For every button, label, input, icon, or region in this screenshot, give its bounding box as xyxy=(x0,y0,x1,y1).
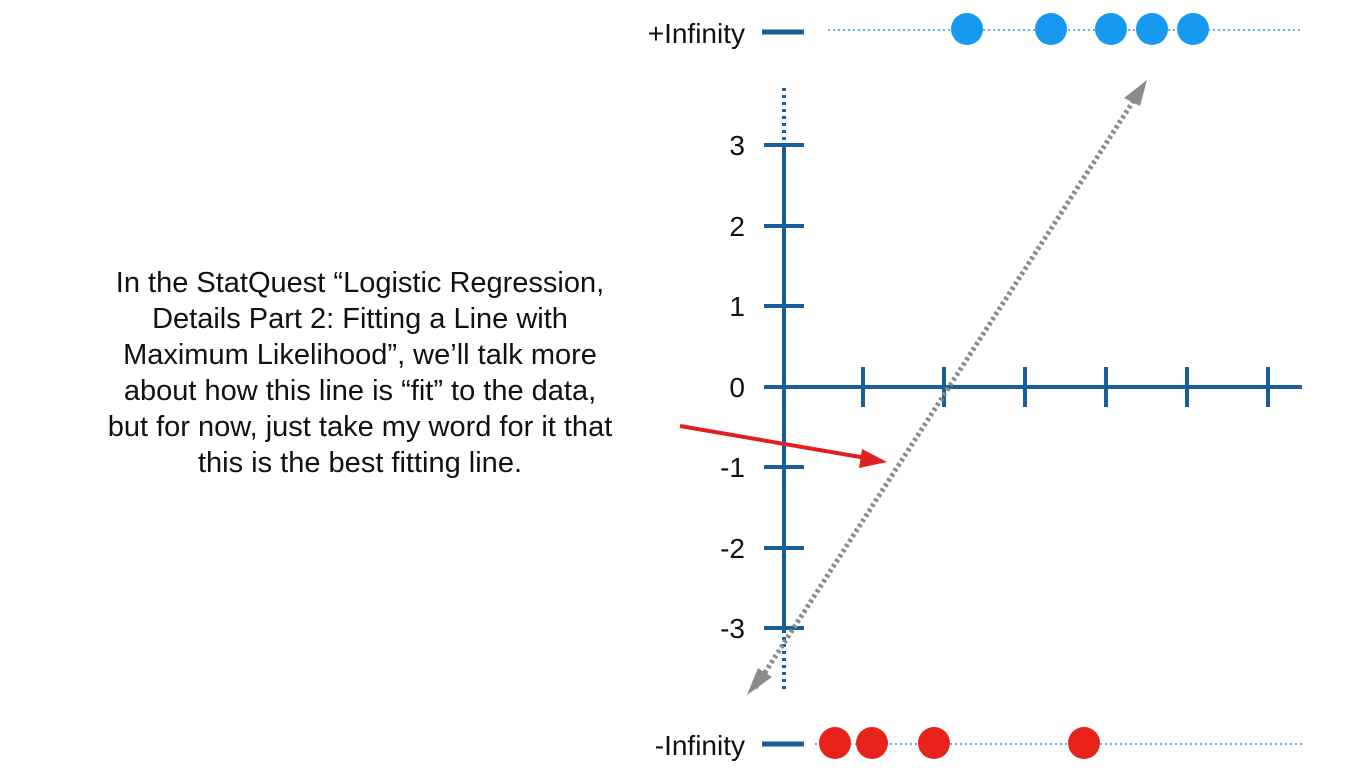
y-tick-label: 3 xyxy=(729,130,745,161)
y-tick-label: -3 xyxy=(720,613,745,644)
best-fit-arrowhead-bottom xyxy=(747,668,772,695)
pointer-arrow-shaft xyxy=(679,424,867,460)
y-ticks xyxy=(764,143,804,630)
y-tick-labels: 3 2 1 0 -1 -2 -3 xyxy=(720,130,745,644)
explanation-text: In the StatQuest “Logistic Regression, D… xyxy=(107,267,613,479)
y-tick-label: 0 xyxy=(729,372,745,403)
top-points-group xyxy=(951,13,1209,45)
data-point-neg xyxy=(819,727,851,759)
data-point-pos xyxy=(1177,13,1209,45)
data-point-neg xyxy=(856,727,888,759)
x-ticks xyxy=(861,367,1270,407)
y-tick-label: 2 xyxy=(729,211,745,242)
y-tick-label: -1 xyxy=(720,452,745,483)
pointer-arrow-head xyxy=(859,449,887,468)
bottom-points-group xyxy=(819,727,1100,759)
data-point-neg xyxy=(918,727,950,759)
neg-infinity-label: -Infinity xyxy=(655,730,745,761)
data-point-neg xyxy=(1068,727,1100,759)
y-tick-label: -2 xyxy=(720,533,745,564)
best-fit-arrowhead-top xyxy=(1124,80,1147,106)
y-tick-label: 1 xyxy=(729,291,745,322)
pos-infinity-label: +Infinity xyxy=(648,18,745,49)
data-point-pos xyxy=(1136,13,1168,45)
best-fit-line xyxy=(752,84,1146,690)
data-point-pos xyxy=(1035,13,1067,45)
data-point-pos xyxy=(951,13,983,45)
data-point-pos xyxy=(1095,13,1127,45)
